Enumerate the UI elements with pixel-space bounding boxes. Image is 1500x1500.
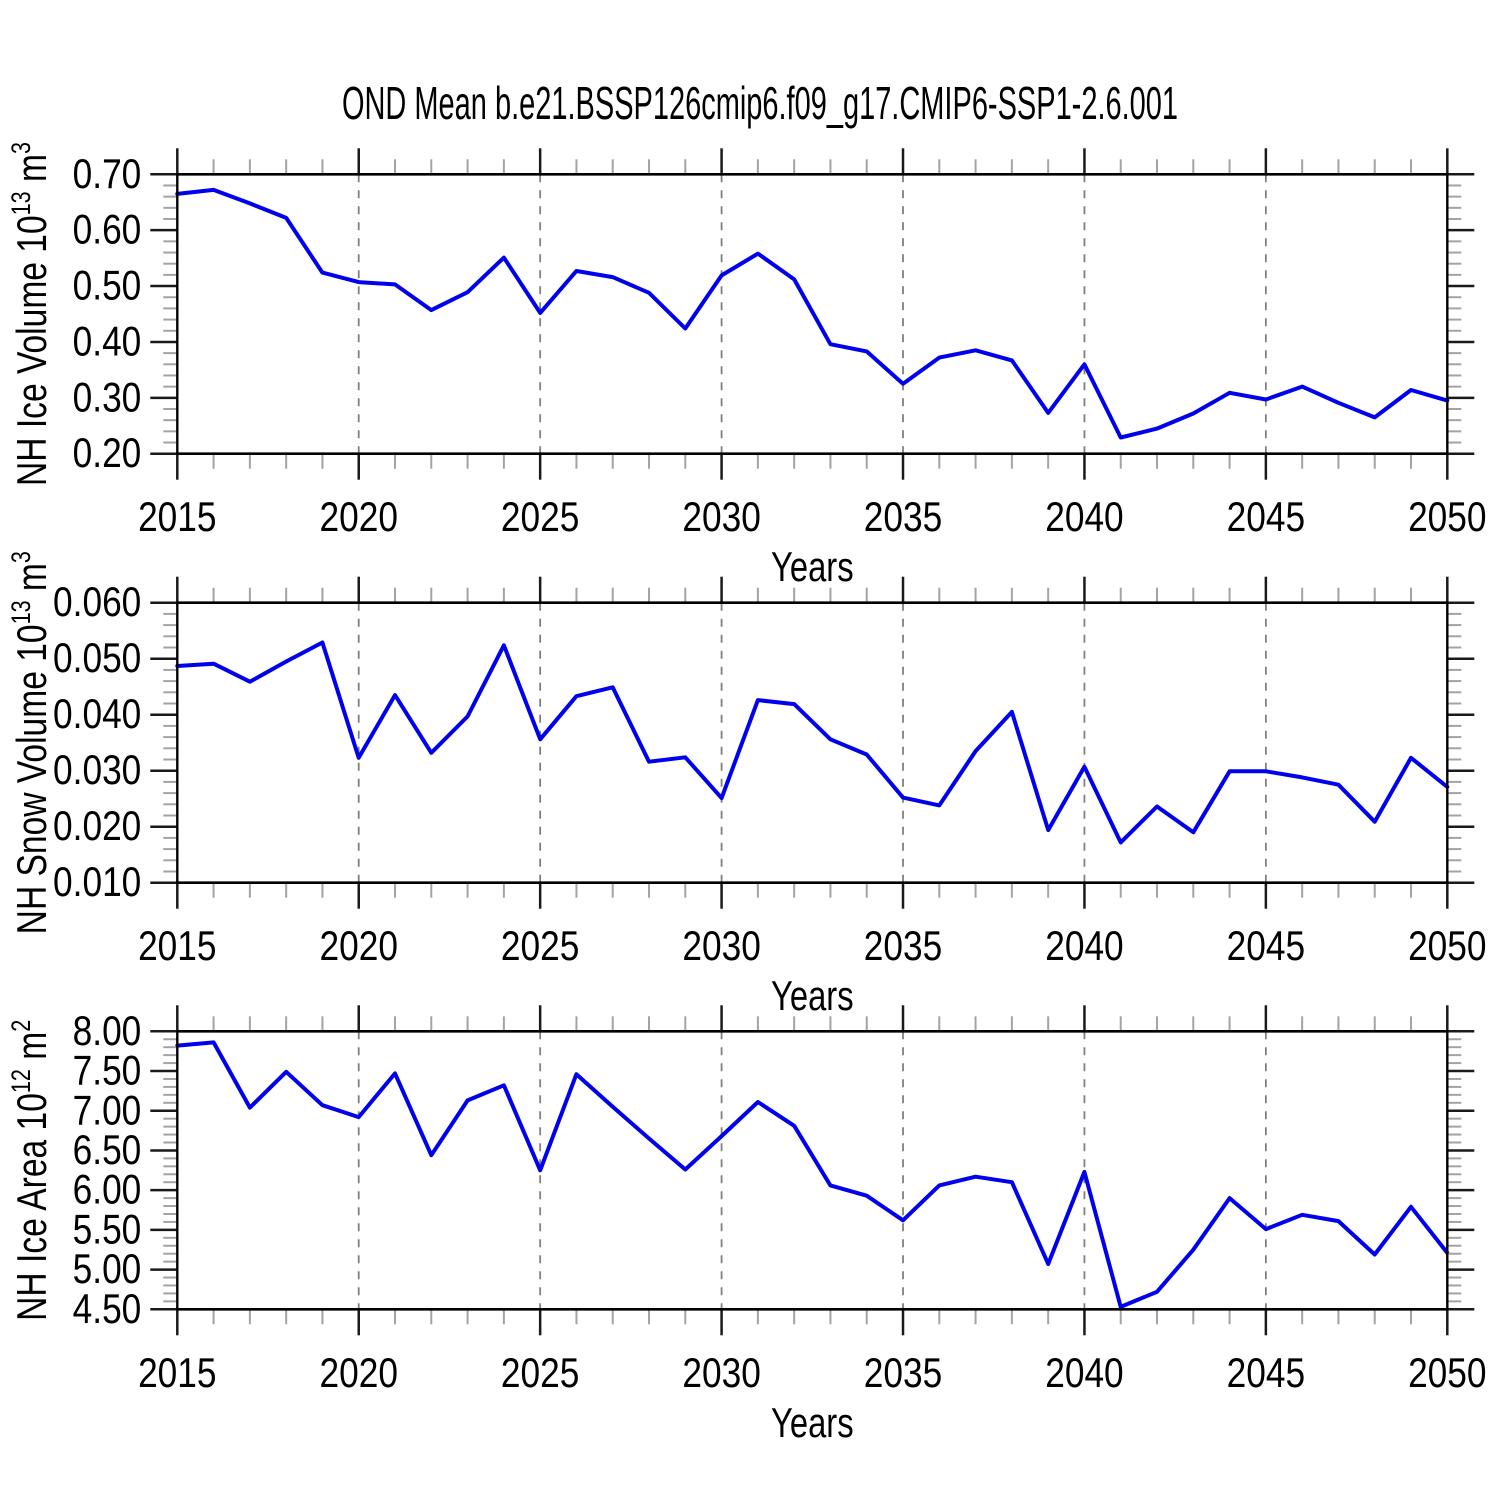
x-tick-label: 2020	[320, 1350, 398, 1397]
x-tick-label: 2025	[501, 494, 579, 541]
x-tick-label: 2015	[138, 494, 216, 541]
x-tick-label: 2015	[138, 1350, 216, 1397]
x-axis-title: Years	[771, 972, 854, 1019]
x-tick-label: 2020	[320, 494, 398, 541]
x-tick-label: 2040	[1045, 1350, 1123, 1397]
x-tick-label: 2035	[864, 494, 942, 541]
y-tick-label: 0.030	[53, 747, 141, 794]
y-tick-label: 8.00	[73, 1008, 142, 1055]
y-tick-label: 7.00	[73, 1087, 142, 1134]
x-tick-label: 2030	[682, 923, 760, 970]
y-tick-label: 6.50	[73, 1127, 142, 1174]
y-tick-label: 4.50	[73, 1286, 142, 1333]
chart-title: OND Mean b.e21.BSSP126cmip6.f09_g17.CMIP…	[341, 77, 1179, 129]
x-tick-label: 2040	[1045, 923, 1123, 970]
x-tick-label: 2050	[1408, 923, 1486, 970]
x-tick-label: 2045	[1227, 494, 1305, 541]
data-line-nh-snow-volume	[175, 640, 1450, 845]
x-tick-label: 2035	[864, 923, 942, 970]
y-tick-label: 0.60	[73, 207, 142, 254]
y-tick-label: 0.050	[53, 635, 141, 682]
y-tick-label: 5.00	[73, 1246, 142, 1293]
x-axis-title: Years	[771, 1399, 854, 1446]
y-tick-label: 0.30	[73, 375, 142, 422]
x-tick-label: 2015	[138, 923, 216, 970]
y-tick-label: 6.00	[73, 1167, 142, 1214]
data-line-nh-ice-area	[175, 1040, 1450, 1309]
y-tick-label: 5.50	[73, 1207, 142, 1254]
y-tick-label: 0.010	[53, 859, 141, 906]
y-tick-label: 0.70	[73, 151, 142, 198]
y-axis-title-nh-ice-area: NH Ice Area 1012 m2	[7, 1020, 56, 1321]
x-tick-label: 2025	[501, 923, 579, 970]
x-tick-label: 2030	[682, 1350, 760, 1397]
x-tick-label: 2050	[1408, 494, 1486, 541]
y-axis-title-nh-ice-volume: NH Ice Volume 1013 m3	[7, 142, 56, 486]
y-axis-title-nh-snow-volume: NH Snow Volume 1013 m3	[7, 551, 56, 934]
x-tick-label: 2035	[864, 1350, 942, 1397]
y-tick-label: 0.020	[53, 803, 141, 850]
x-axis-title: Years	[771, 543, 854, 590]
x-tick-label: 2040	[1045, 494, 1123, 541]
y-tick-label: 0.20	[73, 430, 142, 477]
data-line-nh-ice-volume	[175, 187, 1450, 440]
x-tick-label: 2020	[320, 923, 398, 970]
y-tick-label: 0.50	[73, 263, 142, 310]
y-tick-label: 7.50	[73, 1048, 142, 1095]
x-tick-label: 2045	[1227, 1350, 1305, 1397]
x-tick-label: 2030	[682, 494, 760, 541]
y-tick-label: 0.060	[53, 579, 141, 626]
x-tick-label: 2045	[1227, 923, 1305, 970]
x-tick-label: 2025	[501, 1350, 579, 1397]
y-tick-label: 0.40	[73, 319, 142, 366]
x-tick-label: 2050	[1408, 1350, 1486, 1397]
y-tick-label: 0.040	[53, 691, 141, 738]
